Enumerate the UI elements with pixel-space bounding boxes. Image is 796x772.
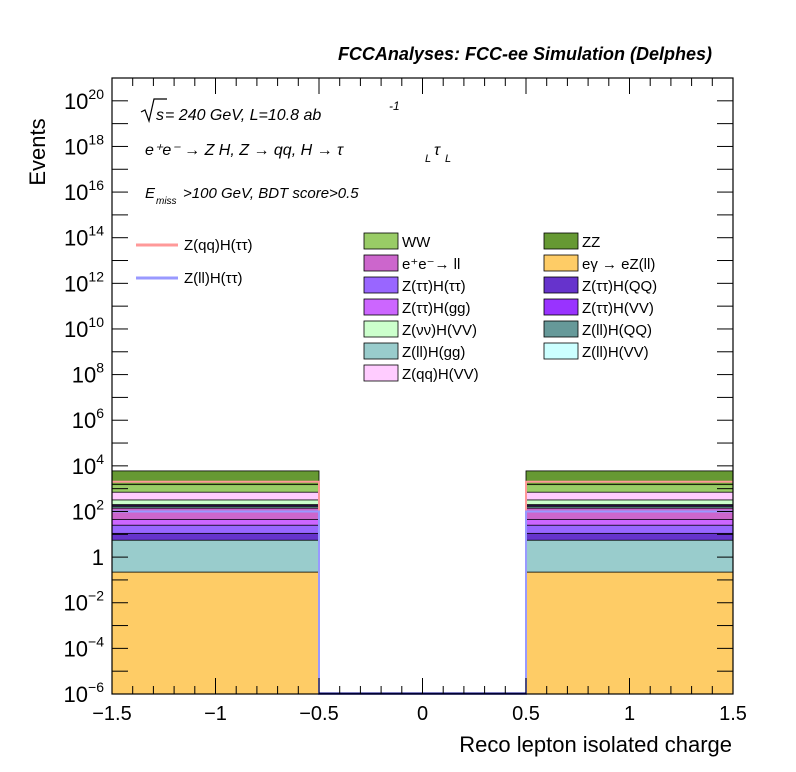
y-tick-label: 106: [72, 405, 104, 433]
legend-label: Z(ll)H(QQ): [582, 322, 652, 339]
legend-label: Z(ll)H(VV): [582, 344, 649, 361]
x-tick-label: −0.5: [299, 703, 338, 725]
legend-swatch: [543, 254, 579, 272]
legend-label: Z(ll)H(ττ): [184, 270, 243, 287]
legend-label: Z(ττ)H(VV): [582, 300, 654, 317]
legend-swatch: [363, 298, 399, 316]
y-tick-label: 10−2: [64, 588, 105, 616]
legend-swatch: [543, 320, 579, 338]
x-tick-label: 1.5: [719, 703, 747, 725]
legend-label: Z(ττ)H(gg): [402, 300, 471, 317]
y-tick-label: 1014: [64, 223, 104, 251]
x-tick-label: −1: [204, 703, 227, 725]
process-tau-2: τ: [434, 142, 441, 159]
y-tick-label: 1016: [64, 177, 104, 205]
x-tick-label: 1: [624, 703, 635, 725]
y-axis-label: Events: [25, 118, 50, 185]
legend-label: Z(νν)H(VV): [402, 322, 477, 339]
process-subscript-1: L: [425, 153, 431, 165]
chart-title: FCCAnalyses: FCC-ee Simulation (Delphes): [338, 44, 712, 64]
legend-swatch: [363, 364, 399, 382]
stacked-bars: [111, 470, 734, 695]
legend-swatch: [363, 320, 399, 338]
energy-symbol: s: [156, 107, 164, 124]
y-tick-label: 1020: [64, 86, 104, 114]
cut-annotation: E miss >100 GeV, BDT score>0.5: [145, 185, 359, 207]
y-tick-label: 10−6: [64, 679, 105, 707]
legend-label: Z(ll)H(gg): [402, 344, 465, 361]
legend-label: Z(qq)H(ττ): [184, 237, 253, 254]
legend-swatch: [543, 232, 579, 250]
cut-text: >100 GeV, BDT score>0.5: [183, 185, 359, 202]
sqrt-sign: [140, 98, 167, 124]
legend-label: WW: [402, 234, 431, 251]
y-tick-label: 104: [72, 451, 104, 479]
energy-superscript: -1: [389, 99, 400, 113]
legend-swatch: [543, 276, 579, 294]
legend-label: ZZ: [582, 234, 600, 251]
legend-swatch: [543, 298, 579, 316]
x-axis: −1.5 −1 −0.5 0 0.5 1 1.5: [92, 78, 747, 725]
process-annotation: e⁺e⁻ → Z H, Z → qq, H → τ L τ L: [145, 142, 451, 165]
legend-swatch: [363, 254, 399, 272]
legend-label: Z(qq)H(VV): [402, 366, 479, 383]
energy-annotation: s = 240 GeV, L=10.8 ab -1: [140, 98, 400, 124]
energy-text: = 240 GeV, L=10.8 ab: [165, 107, 321, 124]
y-tick-label: 1012: [64, 268, 104, 296]
legend-label: Z(ττ)H(ττ): [402, 278, 466, 295]
process-subscript-2: L: [445, 153, 451, 165]
y-tick-label: 108: [72, 360, 104, 388]
y-tick-label: 1018: [64, 131, 104, 159]
x-tick-label: 0: [417, 703, 428, 725]
x-tick-label: −1.5: [92, 703, 131, 725]
legend-label: e⁺e⁻→ ll: [402, 256, 460, 273]
bar-segment: [111, 571, 320, 695]
legend-swatch: [543, 342, 579, 360]
legend: Z(qq)H(ττ) Z(ll)H(ττ) WW e⁺e⁻→ ll Z(ττ)H(ττ)…: [136, 232, 657, 383]
x-tick-label: 0.5: [512, 703, 540, 725]
y-tick-label: 1: [92, 545, 104, 570]
legend-swatch: [363, 276, 399, 294]
bar-segment: [525, 571, 734, 695]
x-axis-label: Reco lepton isolated charge: [459, 732, 732, 757]
cut-subscript: miss: [156, 196, 177, 207]
process-line: e⁺e⁻ → Z H, Z → qq, H → τ: [145, 142, 344, 159]
legend-label: Z(ττ)H(QQ): [582, 278, 657, 295]
legend-swatch: [363, 342, 399, 360]
y-axis: 10−6 10−4 10−2 1 102 104 106 108 1010 1012 1014 101…: [64, 86, 733, 707]
legend-swatch: [363, 232, 399, 250]
y-tick-label: 102: [72, 496, 104, 524]
cut-e: E: [145, 185, 156, 202]
y-tick-label: 1010: [64, 314, 104, 342]
y-tick-label: 10−4: [64, 633, 105, 661]
legend-label: eγ → eZ(ll): [582, 256, 655, 273]
